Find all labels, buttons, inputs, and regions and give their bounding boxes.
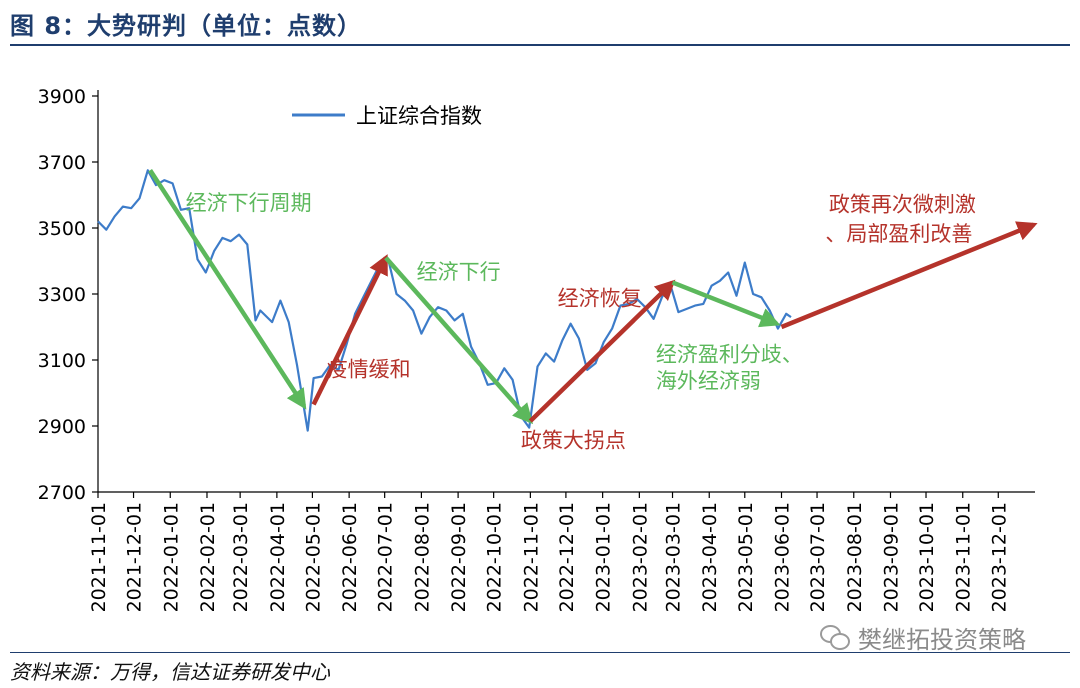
x-tick-label: 2023-12-01 xyxy=(988,502,1010,612)
trend-arrow-red xyxy=(311,254,388,406)
annotation-label: 、局部盈利改善 xyxy=(825,222,972,246)
chart-title: 图 8：大势研判（单位：点数） xyxy=(10,12,363,40)
title-divider xyxy=(10,44,1070,46)
y-tick-label: 3300 xyxy=(38,284,86,306)
x-tick-label: 2022-10-01 xyxy=(484,502,506,612)
source-note: 资料来源：万得，信达证券研发中心 xyxy=(10,660,330,684)
x-tick-label: 2022-11-01 xyxy=(520,502,542,612)
x-tick-label: 2022-09-01 xyxy=(448,502,470,612)
annotation-label: 政策大拐点 xyxy=(521,428,626,452)
trend-arrow-red xyxy=(528,279,676,423)
x-tick-label: 2022-02-01 xyxy=(197,502,219,612)
x-tick-label: 2021-12-01 xyxy=(124,502,146,612)
x-tick-label: 2022-06-01 xyxy=(339,502,361,612)
x-tick-label: 2023-02-01 xyxy=(629,502,651,612)
x-tick-label: 2023-09-01 xyxy=(880,502,902,612)
annotation-label: 政策再次微刺激 xyxy=(829,193,976,217)
y-tick-label: 3900 xyxy=(38,86,86,108)
x-tick-label: 2022-04-01 xyxy=(267,502,289,612)
x-tick-label: 2023-07-01 xyxy=(807,502,829,612)
annotation-label: 经济盈利分歧、 xyxy=(656,343,803,367)
y-tick-label: 3100 xyxy=(38,350,86,372)
y-tick-label: 2900 xyxy=(38,416,86,438)
x-tick-label: 2023-08-01 xyxy=(844,502,866,612)
legend-label: 上证综合指数 xyxy=(356,104,482,128)
wechat-icon xyxy=(820,624,850,651)
x-tick-label: 2021-11-01 xyxy=(88,502,110,612)
trend-arrow-green xyxy=(384,256,534,425)
watermark-text: 樊继拓投资策略 xyxy=(858,626,1026,654)
shanghai-index-line-chart: 2700 2900 3100 3300 3500 3700 3900 2021-11-01 20… xyxy=(38,86,1038,612)
x-tick-label: 2022-07-01 xyxy=(375,502,397,612)
x-tick-label: 2022-08-01 xyxy=(411,502,433,612)
x-tick-label: 2023-04-01 xyxy=(699,502,721,612)
x-tick-label: 2023-05-01 xyxy=(735,502,757,612)
x-tick-label: 2022-03-01 xyxy=(230,502,252,612)
trend-arrow-green xyxy=(671,280,781,328)
y-tick-label: 3700 xyxy=(38,152,86,174)
y-tick-label: 2700 xyxy=(38,482,86,504)
x-tick-label: 2022-12-01 xyxy=(556,502,578,612)
x-tick-label: 2022-01-01 xyxy=(160,502,182,612)
annotation-label: 经济恢复 xyxy=(558,287,642,311)
x-tick-label: 2023-06-01 xyxy=(772,502,794,612)
x-tick-label: 2023-10-01 xyxy=(916,502,938,612)
annotation-label: 经济下行 xyxy=(417,260,501,284)
title-bar: 图 8：大势研判（单位：点数） xyxy=(0,0,1080,46)
x-tick-label: 2023-03-01 xyxy=(663,502,685,612)
y-tick-label: 3500 xyxy=(38,218,86,240)
annotation-label: 海外经济弱 xyxy=(656,369,761,393)
trend-arrow-green xyxy=(148,169,307,410)
x-tick-label: 2023-01-01 xyxy=(593,502,615,612)
x-tick-label: 2022-05-01 xyxy=(302,502,324,612)
annotation-label: 疫情缓和 xyxy=(327,358,411,382)
trend-arrow-red xyxy=(780,221,1038,330)
annotation-label: 经济下行周期 xyxy=(186,191,312,215)
x-tick-label: 2023-11-01 xyxy=(953,502,975,612)
watermark: 樊继拓投资策略 xyxy=(820,620,1026,655)
series-line-shanghai-index xyxy=(97,169,792,432)
source-divider xyxy=(10,652,1070,653)
